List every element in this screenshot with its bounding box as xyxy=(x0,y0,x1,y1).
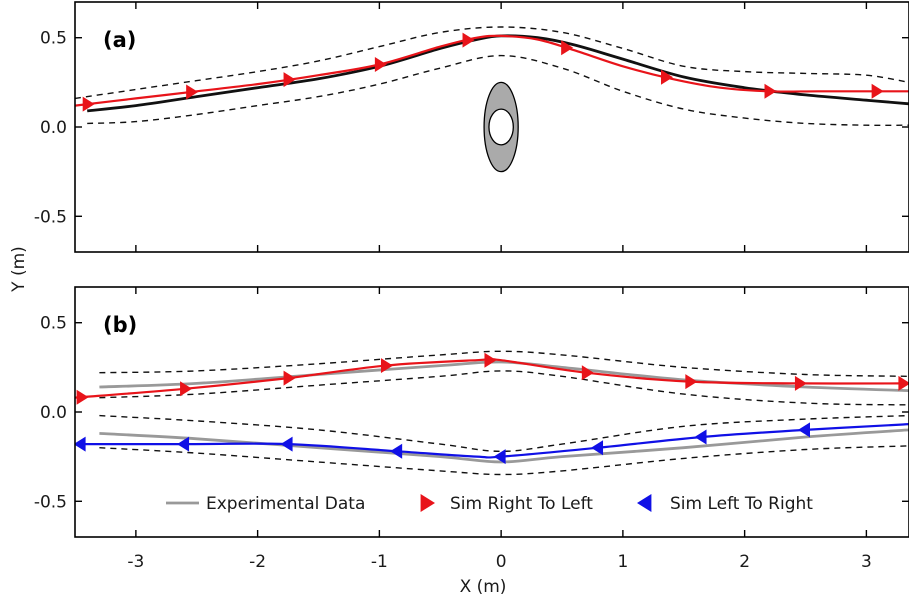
sim-marker xyxy=(75,436,86,452)
bound-line xyxy=(99,445,909,476)
sim-marker xyxy=(871,83,884,99)
sim-marker xyxy=(283,370,296,386)
sim-marker xyxy=(685,374,698,390)
x-tick-label: 0 xyxy=(496,552,507,572)
sim-marker xyxy=(180,381,193,397)
legend-label: Sim Right To Left xyxy=(450,494,593,514)
x-tick-label: -3 xyxy=(127,552,144,572)
sim-marker xyxy=(798,422,811,438)
sim-line xyxy=(75,357,909,399)
sim-marker xyxy=(898,375,909,391)
x-axis-label: X (m) xyxy=(460,577,507,597)
sim-marker xyxy=(591,440,604,456)
sim-marker xyxy=(380,358,393,374)
panel-a: 0.5 0.0 -0.5 (a) xyxy=(34,1,909,253)
sim-marker xyxy=(484,352,497,368)
bound-line xyxy=(99,350,909,377)
bound-line xyxy=(87,54,909,127)
experimental-line xyxy=(99,428,909,464)
legend-marker xyxy=(420,494,435,512)
y-tick-label: 0.0 xyxy=(40,118,67,138)
y-tick-label: 0.0 xyxy=(40,403,67,423)
x-tick-label: -1 xyxy=(371,552,388,572)
panel-label: (b) xyxy=(103,313,137,337)
y-tick-label: 0.5 xyxy=(40,314,67,334)
plot-area xyxy=(75,350,909,476)
sim-marker xyxy=(177,436,190,452)
x-tick-label: 1 xyxy=(617,552,628,572)
sim-marker xyxy=(82,96,95,112)
sim-marker xyxy=(581,365,594,381)
sim-marker xyxy=(764,83,777,99)
x-tick-label: 2 xyxy=(739,552,750,572)
sim-marker xyxy=(280,436,293,452)
sim-marker xyxy=(283,72,296,88)
sim-marker xyxy=(493,449,506,465)
sim-marker xyxy=(561,40,574,56)
bound-line xyxy=(75,26,909,100)
legend: Experimental Data Sim Right To Left Sim Le… xyxy=(166,494,813,514)
legend-label: Sim Left To Right xyxy=(670,494,813,514)
sim-marker xyxy=(390,443,403,459)
sim-marker xyxy=(374,57,387,72)
sim-marker xyxy=(462,32,475,48)
bound-line xyxy=(99,414,909,453)
bound-line xyxy=(99,370,909,406)
x-tick-label: -2 xyxy=(249,552,266,572)
plot-area xyxy=(75,26,909,173)
sim-marker xyxy=(186,84,199,100)
panel-label: (a) xyxy=(103,28,136,52)
panel-b: -3 -2 -1 0 1 2 3 0.5 0.0 -0.5 (b) xyxy=(34,286,909,572)
sim-marker xyxy=(76,389,89,405)
legend-marker xyxy=(637,494,652,512)
legend-label: Experimental Data xyxy=(206,494,365,514)
sim-marker xyxy=(694,429,707,445)
sim-marker xyxy=(660,69,673,85)
y-tick-label: -0.5 xyxy=(34,207,67,227)
y-axis-label: Y (m) xyxy=(9,246,29,293)
y-tick-label: -0.5 xyxy=(34,492,67,512)
sim-marker xyxy=(794,375,807,391)
y-tick-label: 0.5 xyxy=(40,29,67,49)
x-tick-label: 3 xyxy=(861,552,872,572)
obstacle-core xyxy=(488,108,514,146)
experimental-line xyxy=(99,360,909,392)
